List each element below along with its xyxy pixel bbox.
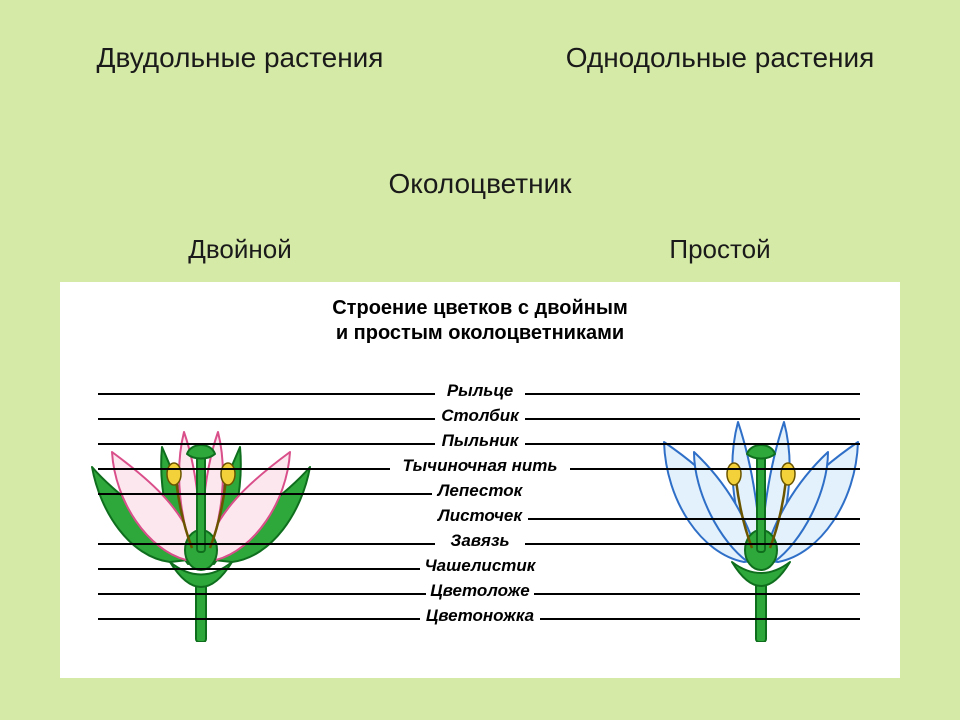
flower-double-perianth	[70, 362, 330, 642]
subheader-double: Двойной	[0, 234, 480, 265]
part-label: Цветоложе	[402, 578, 557, 603]
part-label: Тычиночная нить	[402, 453, 557, 478]
part-label: Листочек	[402, 503, 557, 528]
leader-line	[528, 518, 860, 520]
part-label: Столбик	[402, 403, 557, 428]
leader-line	[540, 618, 860, 620]
part-label: Цветоножка	[402, 603, 557, 628]
leader-line	[98, 593, 426, 595]
part-label: Рыльце	[402, 378, 557, 403]
leader-line	[98, 618, 420, 620]
leader-line	[525, 543, 860, 545]
leader-line	[98, 418, 435, 420]
leader-line	[525, 418, 860, 420]
header-perianth: Околоцветник	[0, 168, 960, 200]
subheader-simple: Простой	[480, 234, 960, 265]
leader-line	[534, 593, 860, 595]
leader-line	[525, 393, 860, 395]
panel-title: Строение цветков с двойными простым окол…	[60, 296, 900, 346]
leader-line	[98, 493, 432, 495]
diagram-panel: Строение цветков с двойными простым окол…	[60, 282, 900, 678]
subheaders: Двойной Простой	[0, 234, 960, 265]
leader-line	[98, 393, 435, 395]
leader-line	[525, 443, 860, 445]
part-label: Лепесток	[402, 478, 557, 503]
header-monocot: Однодольные растения	[480, 42, 960, 74]
leader-line	[98, 443, 435, 445]
top-headers: Двудольные растения Однодольные растения	[0, 42, 960, 74]
flower-simple-perianth	[630, 362, 890, 642]
header-dicot: Двудольные растения	[0, 42, 480, 74]
part-label: Завязь	[402, 528, 557, 553]
leader-line	[98, 568, 420, 570]
leader-line	[98, 468, 390, 470]
part-label: Пыльник	[402, 428, 557, 453]
part-label: Чашелистик	[402, 553, 557, 578]
part-labels: РыльцеСтолбикПыльникТычиночная нитьЛепес…	[402, 378, 557, 628]
leader-line	[98, 543, 435, 545]
leader-line	[570, 468, 860, 470]
